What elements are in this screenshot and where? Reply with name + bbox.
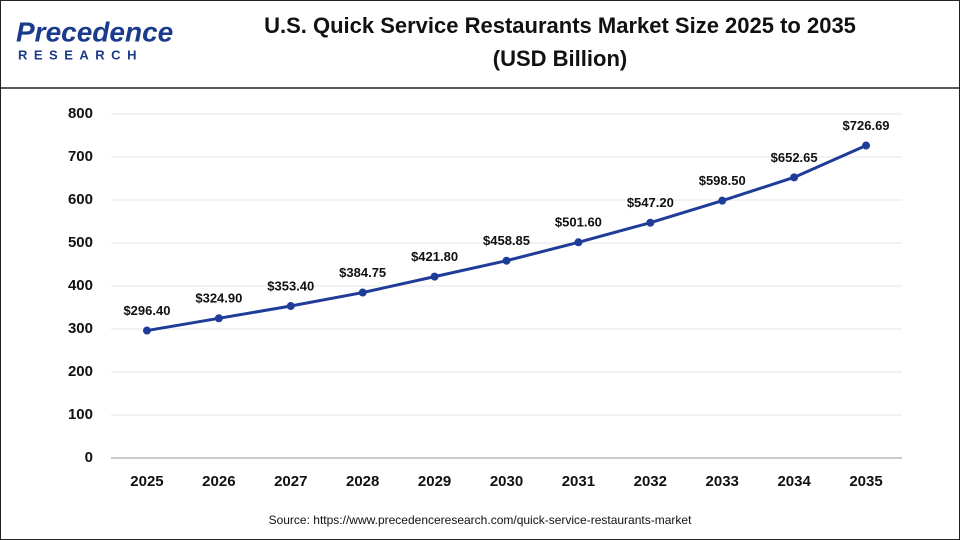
value-label: $384.75 (339, 265, 386, 280)
point (430, 272, 439, 281)
x-tick-label: 2034 (777, 473, 811, 490)
point (574, 238, 583, 247)
point (502, 256, 511, 265)
value-label: $296.40 (123, 303, 170, 318)
value-label: $501.60 (555, 215, 602, 230)
chart-title: U.S. Quick Service Restaurants Market Si… (264, 13, 856, 38)
point (214, 314, 223, 323)
y-tick-label: 500 (68, 234, 93, 251)
x-tick-label: 2030 (490, 473, 523, 490)
x-tick-label: 2026 (202, 473, 235, 490)
logo-tagline: RESEARCH (18, 47, 143, 62)
x-tick-label: 2029 (418, 473, 451, 490)
x-tick-label: 2025 (130, 473, 163, 490)
y-tick-label: 400 (68, 277, 93, 294)
point (286, 302, 295, 311)
y-tick-label: 700 (68, 148, 93, 165)
y-tick-label: 200 (68, 363, 93, 380)
value-label: $324.90 (195, 291, 242, 306)
point (646, 218, 655, 227)
x-tick-label: 2032 (634, 473, 667, 490)
value-label: $547.20 (627, 195, 674, 210)
value-label: $458.85 (483, 233, 530, 248)
source: Source: https://www.precedenceresearch.c… (269, 513, 692, 527)
x-tick-label: 2028 (346, 473, 379, 490)
value-label: $598.50 (699, 173, 746, 188)
point (790, 173, 799, 182)
point (862, 141, 871, 150)
y-tick-label: 0 (85, 449, 93, 466)
logo: Precedence RESEARCH (16, 16, 173, 62)
x-tick-label: 2027 (274, 473, 307, 490)
value-label: $421.80 (411, 249, 458, 264)
point (142, 326, 151, 335)
y-tick-label: 800 (68, 105, 93, 122)
point (358, 288, 367, 297)
x-tick-label: 2033 (706, 473, 739, 490)
x-tick-label: 2031 (562, 473, 595, 490)
value-label: $652.65 (771, 150, 818, 165)
x-tick-label: 2035 (849, 473, 882, 490)
y-tick-label: 600 (68, 191, 93, 208)
value-label: $726.69 (843, 118, 890, 133)
chart-subtitle: (USD Billion) (493, 46, 627, 71)
point (718, 196, 727, 205)
value-label: $353.40 (267, 278, 314, 293)
y-tick-label: 300 (68, 320, 93, 337)
y-tick-label: 100 (68, 406, 93, 423)
logo-name: Precedence (16, 16, 173, 47)
